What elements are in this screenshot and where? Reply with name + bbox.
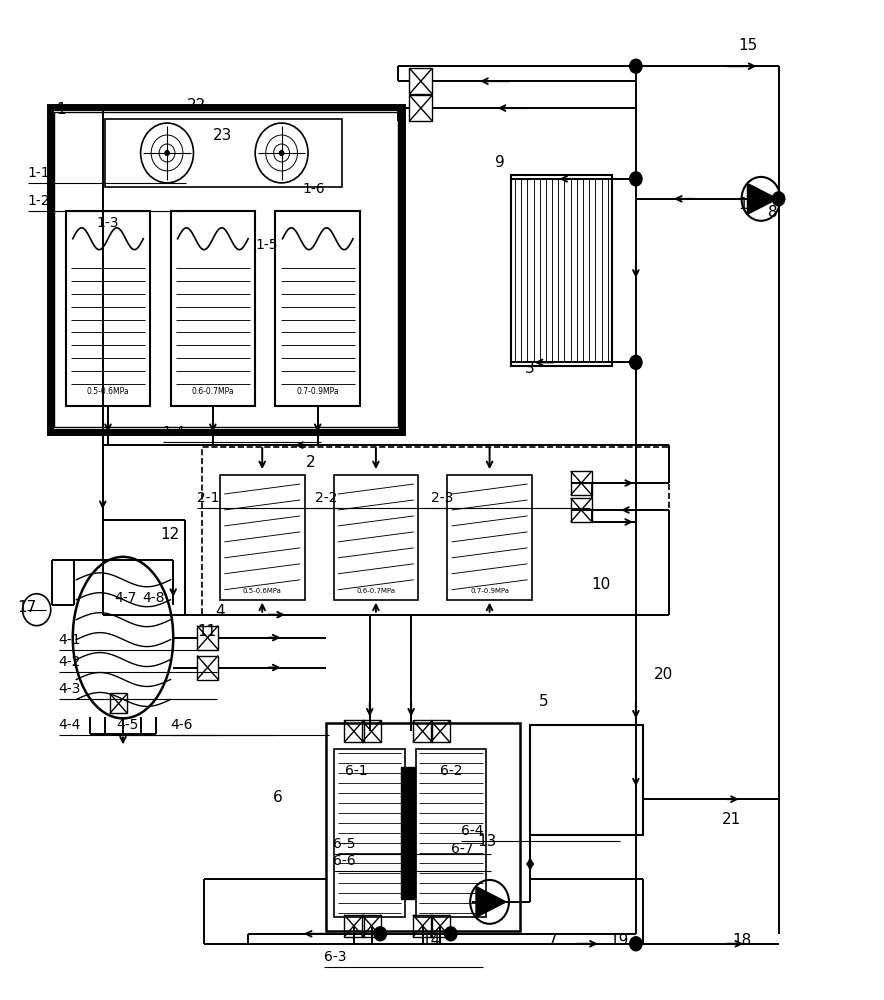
- Bar: [431, 720, 450, 742]
- Bar: [54, 112, 398, 427]
- Bar: [415, 749, 486, 917]
- Text: 16: 16: [738, 197, 758, 212]
- Bar: [413, 720, 432, 742]
- Text: 2: 2: [306, 455, 316, 470]
- Bar: [334, 749, 405, 917]
- Bar: [202, 447, 669, 615]
- Text: 0.6-0.7MPa: 0.6-0.7MPa: [356, 588, 395, 594]
- Circle shape: [279, 151, 284, 155]
- Text: 19: 19: [609, 933, 629, 948]
- Text: 6-5: 6-5: [332, 837, 355, 851]
- Text: 6-4: 6-4: [461, 824, 484, 838]
- Bar: [571, 498, 591, 522]
- Text: 0.5-0.6MPa: 0.5-0.6MPa: [87, 387, 129, 396]
- Bar: [110, 693, 127, 713]
- Text: 4: 4: [216, 604, 225, 619]
- Bar: [413, 915, 432, 937]
- Text: 1-5: 1-5: [255, 238, 278, 252]
- Text: 1-4: 1-4: [163, 425, 185, 439]
- Circle shape: [165, 151, 169, 155]
- Bar: [220, 475, 304, 600]
- Bar: [571, 471, 591, 495]
- Text: 0.7-0.9MPa: 0.7-0.9MPa: [470, 588, 509, 594]
- Text: 1-3: 1-3: [96, 216, 119, 230]
- Text: 14: 14: [421, 933, 440, 948]
- Bar: [65, 211, 150, 406]
- Text: 15: 15: [738, 38, 758, 53]
- Bar: [362, 720, 381, 742]
- Text: 11: 11: [197, 624, 217, 639]
- Bar: [511, 175, 612, 366]
- Circle shape: [629, 355, 642, 369]
- Text: 8: 8: [768, 205, 778, 220]
- Bar: [50, 107, 402, 432]
- Text: 1-1: 1-1: [27, 166, 50, 180]
- Circle shape: [773, 192, 785, 206]
- Text: 5: 5: [539, 694, 549, 709]
- Bar: [333, 475, 418, 600]
- Text: 13: 13: [477, 834, 497, 849]
- Bar: [105, 119, 341, 187]
- Bar: [362, 915, 381, 937]
- Bar: [400, 767, 415, 899]
- Text: 4-1: 4-1: [58, 633, 81, 647]
- Text: 4-8: 4-8: [142, 591, 165, 605]
- Text: 4-4: 4-4: [58, 718, 81, 732]
- Circle shape: [629, 937, 642, 951]
- Bar: [197, 626, 218, 650]
- Text: 22: 22: [187, 98, 206, 113]
- Text: 0.6-0.7MPa: 0.6-0.7MPa: [192, 387, 234, 396]
- Text: 4-6: 4-6: [171, 718, 193, 732]
- Text: 7: 7: [548, 933, 558, 948]
- Text: 1: 1: [56, 102, 65, 117]
- Polygon shape: [748, 183, 778, 214]
- Text: 18: 18: [733, 933, 752, 948]
- Bar: [197, 656, 218, 680]
- Circle shape: [374, 927, 386, 941]
- Text: 1-6: 1-6: [302, 182, 325, 196]
- Bar: [447, 475, 532, 600]
- Bar: [325, 723, 520, 931]
- Text: 9: 9: [495, 155, 505, 170]
- Text: 2-1: 2-1: [197, 491, 219, 505]
- Text: 6-2: 6-2: [440, 764, 462, 778]
- Text: 2-2: 2-2: [315, 491, 338, 505]
- Circle shape: [629, 59, 642, 73]
- Text: 6-3: 6-3: [324, 950, 347, 964]
- Bar: [530, 725, 643, 835]
- Text: 2-3: 2-3: [431, 491, 453, 505]
- Text: 23: 23: [213, 128, 232, 143]
- Bar: [409, 68, 432, 94]
- Text: 0.7-0.9MPa: 0.7-0.9MPa: [296, 387, 339, 396]
- Polygon shape: [476, 887, 506, 917]
- Text: 4-3: 4-3: [58, 682, 81, 696]
- Text: 6-6: 6-6: [332, 854, 355, 868]
- Text: 4-5: 4-5: [116, 718, 138, 732]
- Text: 17: 17: [18, 600, 36, 615]
- Bar: [171, 211, 255, 406]
- Text: 4-2: 4-2: [58, 655, 81, 669]
- Bar: [344, 915, 363, 937]
- Text: 6-1: 6-1: [345, 764, 368, 778]
- Text: 6: 6: [273, 790, 283, 805]
- Circle shape: [445, 927, 457, 941]
- Text: 6-7: 6-7: [451, 842, 473, 856]
- Text: 21: 21: [722, 812, 742, 827]
- Circle shape: [629, 172, 642, 186]
- Bar: [431, 915, 450, 937]
- Text: 0.5-0.6MPa: 0.5-0.6MPa: [243, 588, 282, 594]
- Text: 10: 10: [591, 577, 611, 592]
- Bar: [409, 95, 432, 121]
- Text: 12: 12: [160, 527, 179, 542]
- Bar: [344, 720, 363, 742]
- Text: 3: 3: [525, 361, 535, 376]
- Text: 1-2: 1-2: [27, 194, 50, 208]
- Bar: [276, 211, 360, 406]
- Text: 4-7: 4-7: [114, 591, 136, 605]
- Text: 20: 20: [653, 667, 673, 682]
